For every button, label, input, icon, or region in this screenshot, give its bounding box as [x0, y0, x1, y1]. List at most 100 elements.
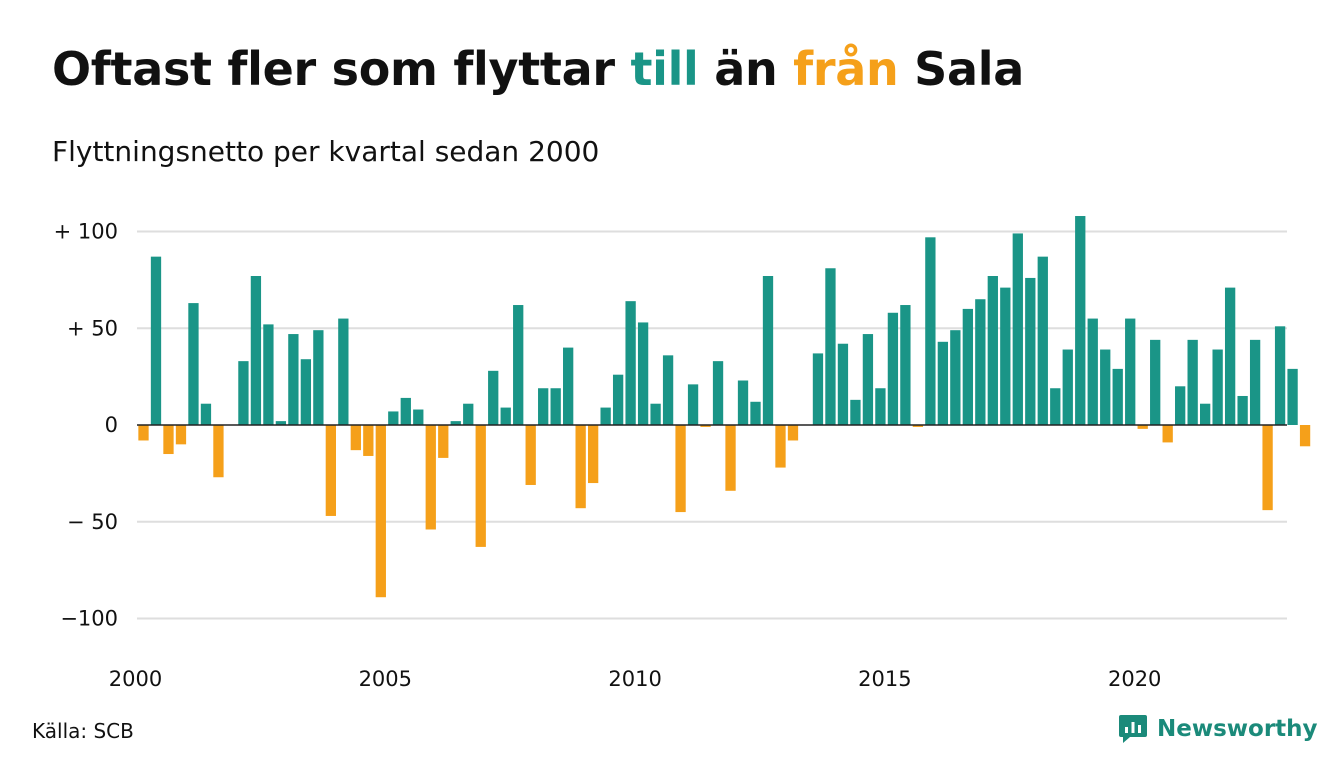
source-note: Källa: SCB [32, 719, 134, 743]
bar [1162, 425, 1173, 443]
bar [213, 425, 224, 478]
bar [575, 425, 586, 509]
bar [1187, 339, 1198, 425]
bar [525, 425, 536, 485]
y-tick-label: 0 [105, 413, 118, 437]
bar [1274, 326, 1286, 425]
y-tick-label: + 100 [54, 220, 118, 244]
bar [413, 409, 424, 425]
bar [350, 425, 361, 451]
bar [987, 276, 998, 425]
bar [363, 425, 374, 456]
bar [150, 256, 162, 425]
bar [687, 384, 699, 425]
newsworthy-logo-icon [1119, 715, 1147, 743]
x-tick-label: 2010 [608, 667, 661, 691]
bar [563, 347, 574, 425]
brand-name: Newsworthy [1157, 716, 1318, 742]
bars [138, 216, 1311, 598]
y-axis-tick-labels: + 100 + 50 0 − 50 −100 [54, 220, 118, 631]
bar [138, 425, 149, 441]
bar [675, 425, 686, 513]
bar [1100, 349, 1111, 425]
bar [200, 403, 212, 425]
x-axis-tick-labels: 2000 2005 2010 2015 2020 [109, 667, 1162, 691]
bar [1012, 233, 1023, 425]
brand-logo: Newsworthy [1118, 713, 1318, 745]
bar [500, 407, 511, 425]
bar [725, 425, 736, 491]
bar [862, 334, 874, 426]
bar [662, 355, 674, 425]
bar [1000, 287, 1011, 425]
bar [787, 425, 799, 441]
bar [925, 237, 936, 425]
bar [612, 374, 624, 425]
bar [475, 425, 486, 547]
bar [700, 425, 711, 427]
chart-title: Oftast fler som flyttar till än från Sal… [52, 42, 1024, 96]
title-highlight-in: till [630, 42, 699, 96]
bar [425, 425, 436, 530]
bar [1200, 403, 1211, 425]
bar [550, 388, 561, 426]
bar [288, 334, 299, 426]
bar [488, 370, 499, 425]
bar [812, 353, 824, 425]
bar [263, 324, 274, 425]
bar [1299, 425, 1311, 447]
bar [712, 361, 724, 425]
bar [762, 276, 774, 425]
bar [163, 425, 174, 455]
bar [250, 276, 262, 425]
bar [975, 299, 986, 426]
grid-lines [137, 230, 1287, 620]
bar-chart: + 100 + 50 0 − 50 −100 2000 2005 2010 2015 2020 [54, 216, 1311, 691]
bar [1262, 425, 1273, 511]
bar [1237, 395, 1248, 426]
bar [538, 388, 549, 426]
bar [1025, 277, 1036, 425]
bar [1050, 388, 1061, 426]
y-tick-label: + 50 [67, 316, 118, 340]
bar [1224, 287, 1236, 425]
bar [1212, 349, 1223, 425]
bar [438, 425, 449, 458]
bar [837, 343, 849, 425]
chart-subtitle: Flyttningsnetto per kvartal sedan 2000 [52, 135, 600, 168]
bar [587, 425, 599, 484]
bar [600, 407, 611, 425]
bar [650, 403, 661, 425]
bar [937, 341, 949, 425]
bar [775, 425, 786, 468]
bar [637, 322, 649, 425]
bar [325, 425, 336, 516]
bar [375, 425, 386, 598]
bar [825, 268, 836, 425]
bar [737, 380, 749, 426]
bar [875, 388, 886, 426]
bar [1062, 349, 1073, 425]
bar [238, 361, 249, 425]
bar [850, 399, 861, 426]
bar [188, 303, 199, 426]
bar [338, 318, 349, 425]
bar [450, 421, 461, 425]
bar [912, 425, 924, 427]
title-text-middle: än [698, 42, 794, 96]
bar [1037, 256, 1048, 425]
bar [388, 411, 399, 425]
title-highlight-out: från [793, 42, 899, 96]
bar [463, 403, 474, 425]
title-text-end: Sala [898, 42, 1024, 96]
bar [1150, 339, 1161, 425]
bar [625, 301, 636, 425]
bar [900, 305, 911, 425]
bar [400, 397, 411, 425]
bar [1137, 425, 1148, 429]
bar [313, 330, 324, 425]
bar [513, 305, 524, 425]
x-tick-label: 2015 [858, 667, 911, 691]
y-tick-label: −100 [60, 607, 118, 631]
x-tick-label: 2020 [1108, 667, 1161, 691]
